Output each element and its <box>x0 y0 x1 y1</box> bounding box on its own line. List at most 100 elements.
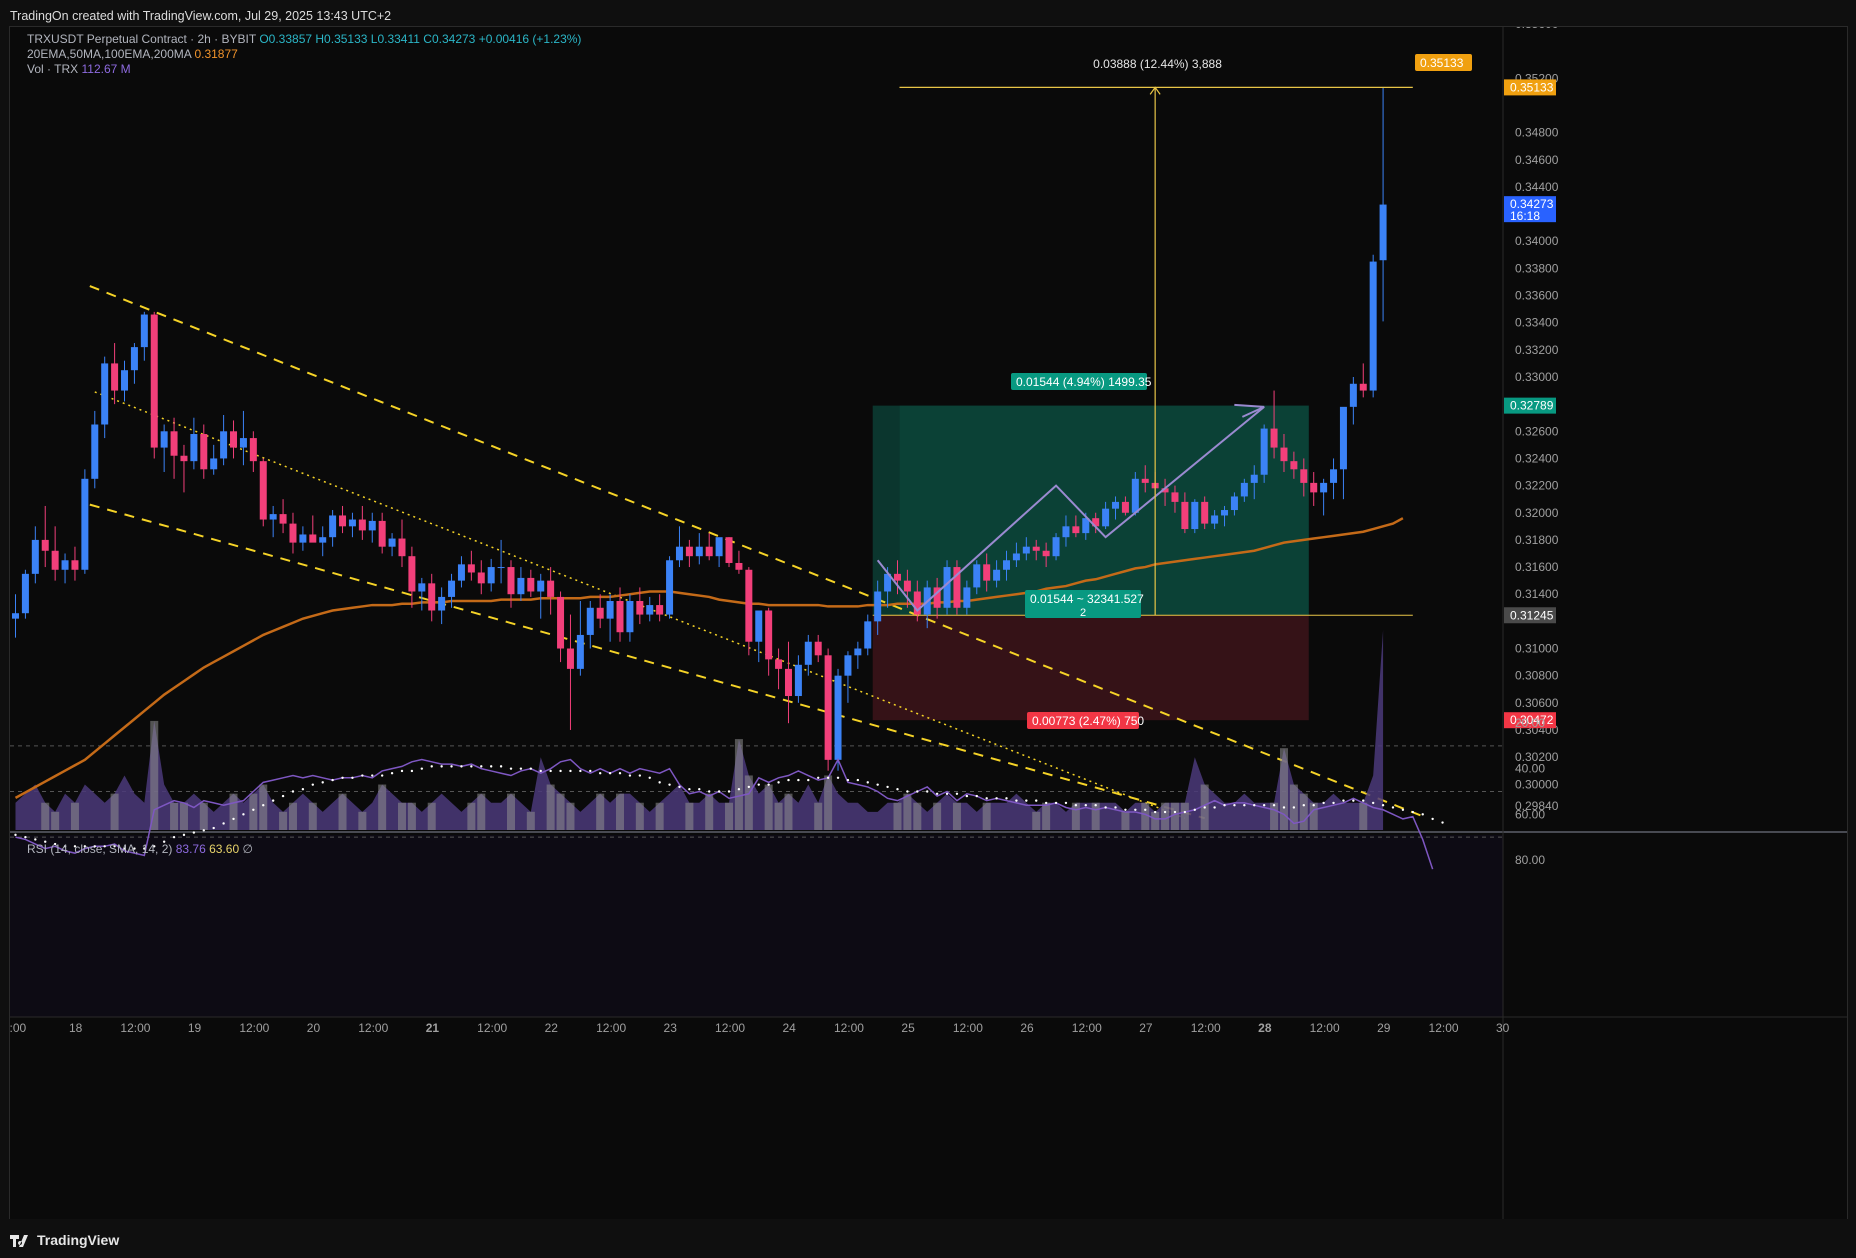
rsi-label: RSI (14, close, SMA, 14, 2) <box>27 842 173 856</box>
chart-frame[interactable]: 0.03888 (12.44%) 3,888 0.01544 (4.94%) 14… <box>9 26 1848 1221</box>
rsi-sma-dot <box>1035 799 1038 802</box>
candle-up <box>844 655 852 676</box>
rsi-sma-dot <box>222 822 225 825</box>
candle-down <box>784 668 792 697</box>
rsi-sma-dot <box>1074 804 1078 807</box>
candle-up <box>695 546 703 557</box>
candle-up <box>517 577 525 595</box>
candle-up <box>61 560 69 570</box>
price-tick: 0.31000 <box>1515 642 1559 656</box>
rsi-sma-dot <box>1114 806 1117 809</box>
price-tag-value: 0.34273 <box>1510 197 1554 211</box>
candle-down <box>170 431 178 456</box>
candle-down <box>636 600 644 615</box>
rsi-sma-dot <box>1322 801 1325 805</box>
volume-bar <box>1161 802 1170 830</box>
candle-up <box>160 431 168 448</box>
candle-down <box>685 546 693 557</box>
ohlc-change: +0.00416 (+1.23%) <box>478 32 582 46</box>
rsi-sma-dot <box>866 781 869 784</box>
candle-down <box>1181 501 1189 530</box>
candle-up <box>874 591 882 622</box>
volume-bar <box>1299 793 1308 830</box>
rsi-sma-dot <box>1272 804 1276 807</box>
volume-bar <box>1151 811 1160 830</box>
volume-bar <box>952 802 961 830</box>
rsi-sma-dot <box>1421 813 1424 816</box>
candle-up <box>388 538 396 547</box>
volume-bar <box>635 802 644 830</box>
rsi-sma-dot <box>1005 797 1008 800</box>
candle-down <box>983 564 991 581</box>
candle-up <box>1369 261 1377 391</box>
rsi-sma-dot <box>1282 806 1286 809</box>
candle-down <box>41 539 49 551</box>
rsi-sma-dot <box>470 765 473 768</box>
volume-bar <box>249 793 258 830</box>
rsi-sma-dot <box>262 804 265 807</box>
ma-value: 0.31877 <box>194 47 238 61</box>
credit-text: TradingOn created with TradingView.com, … <box>10 9 392 23</box>
tradingview-logo[interactable]: TradingView <box>10 1232 119 1248</box>
rsi-sma-dot <box>281 794 285 798</box>
candle-up <box>1320 482 1328 493</box>
candle-up <box>1191 501 1199 530</box>
rsi-sma-dot <box>846 778 850 782</box>
candle-up <box>457 564 465 581</box>
candle-up <box>864 621 872 649</box>
price-tick: 0.31800 <box>1515 533 1559 547</box>
rsi-sma-dot <box>1015 799 1018 802</box>
rsi-tick: 80.00 <box>1515 853 1545 867</box>
candle-up <box>121 370 129 391</box>
time-tick: 24 <box>782 1021 796 1035</box>
rsi-sma-dot <box>767 783 770 786</box>
rsi-sma-dot <box>807 778 810 782</box>
volume-bar <box>1071 802 1080 830</box>
rsi-tick: 40.00 <box>1515 762 1545 776</box>
candle-up <box>1349 383 1357 407</box>
candle-up <box>348 519 356 527</box>
candle-down <box>398 538 406 557</box>
top-bar: TradingOn created with TradingView.com, … <box>0 0 1856 26</box>
rsi-sma-dot <box>252 808 255 811</box>
rsi-sma-dot <box>1431 817 1434 821</box>
rsi-sma-dot <box>232 817 235 821</box>
price-tag-countdown: 16:18 <box>1510 209 1540 223</box>
volume-bar <box>467 802 476 830</box>
rsi-sma-dot <box>688 788 691 791</box>
candle-up <box>487 567 495 584</box>
candle-up <box>646 605 654 615</box>
candle-down <box>111 363 119 391</box>
rsi-sma-dot <box>133 847 136 850</box>
rsi-sma-dot <box>321 781 324 784</box>
candle-up <box>21 573 29 614</box>
price-tick: 0.32400 <box>1515 451 1559 465</box>
rsi-sma-dot <box>93 845 96 848</box>
time-tick: 22 <box>545 1021 559 1035</box>
candle-up <box>220 431 228 459</box>
candle-down <box>1300 469 1308 483</box>
candle-up <box>675 546 683 561</box>
candle-down <box>358 519 366 531</box>
price-tick: 0.31400 <box>1515 587 1559 601</box>
price-tag <box>1504 712 1556 729</box>
rsi-hide-icon[interactable]: ∅ <box>242 842 253 856</box>
rsi-sma-dot <box>1193 808 1196 811</box>
rsi-sma-dot <box>1381 804 1385 807</box>
rsi-sma-dot <box>14 833 17 837</box>
candle-up <box>299 534 307 543</box>
candle-up <box>1131 478 1139 513</box>
candle-up <box>329 515 337 538</box>
rsi-sma-dot <box>1312 804 1315 807</box>
candle-up <box>1379 204 1387 261</box>
volume-bar <box>477 793 486 830</box>
rsi-sma-dot <box>1183 810 1187 814</box>
price-chart[interactable]: 0.03888 (12.44%) 3,888 0.01544 (4.94%) 14… <box>10 27 1847 1220</box>
candle-down <box>408 556 416 592</box>
volume-bar <box>913 802 922 830</box>
volume-bar <box>893 802 902 830</box>
price-tick: 0.32600 <box>1515 424 1559 438</box>
rsi-sma-dot <box>420 767 424 770</box>
rsi-sma-dot <box>1124 808 1127 811</box>
candle-up <box>973 564 981 588</box>
